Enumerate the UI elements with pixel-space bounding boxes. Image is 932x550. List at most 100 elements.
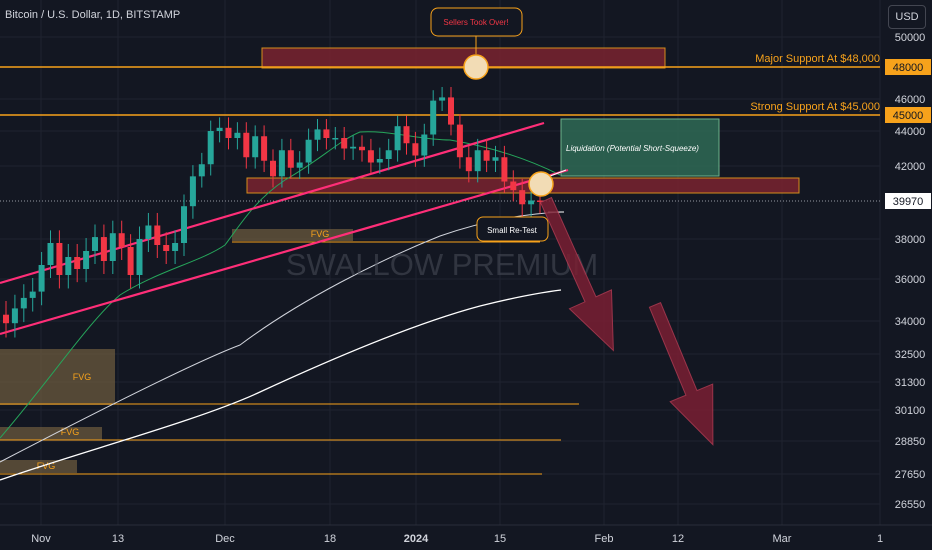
- candle-body: [3, 314, 9, 324]
- candle-body: [341, 138, 348, 149]
- candle-body: [332, 138, 339, 140]
- candle-body: [367, 150, 374, 163]
- level-tag: [885, 107, 931, 123]
- candle-body: [305, 139, 312, 163]
- y-tick-label: 38000: [895, 234, 926, 246]
- candle-body: [172, 243, 179, 251]
- x-tick-label: 1: [877, 533, 883, 545]
- grid-lines: [0, 0, 881, 525]
- candle-body: [278, 150, 285, 177]
- candle-body: [474, 150, 481, 172]
- x-tick-label: 13: [112, 533, 124, 545]
- fvg-label: FVG: [37, 461, 56, 471]
- x-tick-label: Feb: [595, 533, 614, 545]
- ma-200: [0, 289, 562, 481]
- candle-body: [216, 127, 223, 131]
- candle-body: [430, 100, 437, 135]
- candle-body: [118, 233, 125, 247]
- candle-body: [29, 291, 36, 298]
- sellers-callout: Sellers Took Over!: [430, 7, 523, 80]
- x-tick-label: 18: [324, 533, 336, 545]
- candle-body: [323, 129, 330, 138]
- candle-body: [92, 237, 98, 251]
- candle-body: [501, 157, 508, 182]
- candle-body: [100, 237, 107, 261]
- y-tick-label: 44000: [895, 126, 926, 138]
- y-tick-label: 26550: [895, 499, 926, 511]
- axes: 50000 48000 46000 44000 42000 38000 36000 34000…: [0, 32, 932, 545]
- candle-body: [11, 308, 18, 324]
- annotations: Sellers Took Over! Liquidation (Potential…: [430, 7, 714, 446]
- candle-body: [20, 297, 27, 309]
- y-tick-label: 28850: [895, 436, 926, 448]
- candle-body: [127, 247, 134, 275]
- retest-circle: [528, 171, 554, 197]
- y-tick-label: 50000: [895, 32, 926, 44]
- projection-arrow-1: [539, 196, 614, 352]
- candle-body: [394, 126, 401, 151]
- y-tick-label: 36000: [895, 274, 926, 286]
- sellers-label: Sellers Took Over!: [443, 18, 508, 27]
- y-tick-label: 32500: [895, 349, 926, 361]
- candle-body: [47, 243, 54, 265]
- candle-body: [65, 257, 72, 275]
- candle-body: [350, 146, 357, 149]
- candle-body: [252, 136, 259, 158]
- candle-body: [225, 127, 232, 138]
- candle-body: [359, 146, 365, 151]
- y-tick-label: 27650: [895, 469, 926, 481]
- candle-body: [243, 132, 250, 158]
- candle-body: [287, 150, 294, 168]
- channel-upper: [0, 121, 545, 285]
- x-tick-label: 15: [494, 533, 506, 545]
- fvg-label: FVG: [61, 427, 80, 437]
- candle-body: [109, 233, 116, 261]
- liquidation-zone: [560, 118, 720, 177]
- y-tick-label: 42000: [895, 161, 926, 173]
- price-zones: FVG FVG FVG FVG: [0, 47, 880, 475]
- candle-body: [403, 126, 410, 144]
- candle-body: [448, 97, 454, 125]
- candle-body: [136, 239, 143, 275]
- candle-body: [376, 159, 383, 163]
- y-tick-label: 46000: [895, 94, 926, 106]
- channel-lower: [0, 168, 569, 336]
- candle-body: [38, 265, 45, 292]
- candle-body: [145, 225, 152, 239]
- fvg-label: FVG: [73, 372, 92, 382]
- candle-body: [439, 97, 446, 101]
- price-tag-box: [885, 193, 931, 209]
- candle-body: [154, 225, 161, 245]
- currency-button[interactable]: USD: [888, 5, 926, 29]
- candle-body: [74, 257, 81, 269]
- candle-body: [510, 181, 517, 191]
- x-tick-label: 12: [672, 533, 684, 545]
- candle-body: [537, 200, 543, 202]
- x-tick-label: Nov: [31, 533, 51, 545]
- fvg-label: FVG: [311, 229, 330, 239]
- candle-body: [421, 134, 428, 156]
- candle-body: [181, 206, 187, 243]
- candle-body: [261, 136, 268, 161]
- sellers-circle: [463, 54, 489, 80]
- retest-label: Small Re-Test: [487, 226, 538, 235]
- y-tick-label: 31300: [895, 377, 926, 389]
- x-tick-label: 2024: [404, 533, 429, 545]
- level-label: Major Support At $48,000: [755, 53, 880, 65]
- candle-body: [189, 176, 196, 207]
- candle-body: [296, 162, 303, 168]
- x-tick-label: Mar: [773, 533, 792, 545]
- x-tick-label: Dec: [215, 533, 235, 545]
- level-tag-label: 45000: [893, 110, 924, 122]
- candle-body: [483, 150, 490, 161]
- candle-body: [456, 124, 463, 158]
- candle-body: [270, 160, 276, 177]
- projection-arrow-2: [648, 302, 714, 446]
- candle-body: [528, 200, 535, 205]
- price-tag-label: 39970: [893, 196, 924, 208]
- candle-body: [234, 132, 241, 138]
- watermark: SWALLOW PREMIUM: [286, 247, 598, 282]
- candle-body: [56, 243, 63, 275]
- candle-body: [83, 251, 90, 269]
